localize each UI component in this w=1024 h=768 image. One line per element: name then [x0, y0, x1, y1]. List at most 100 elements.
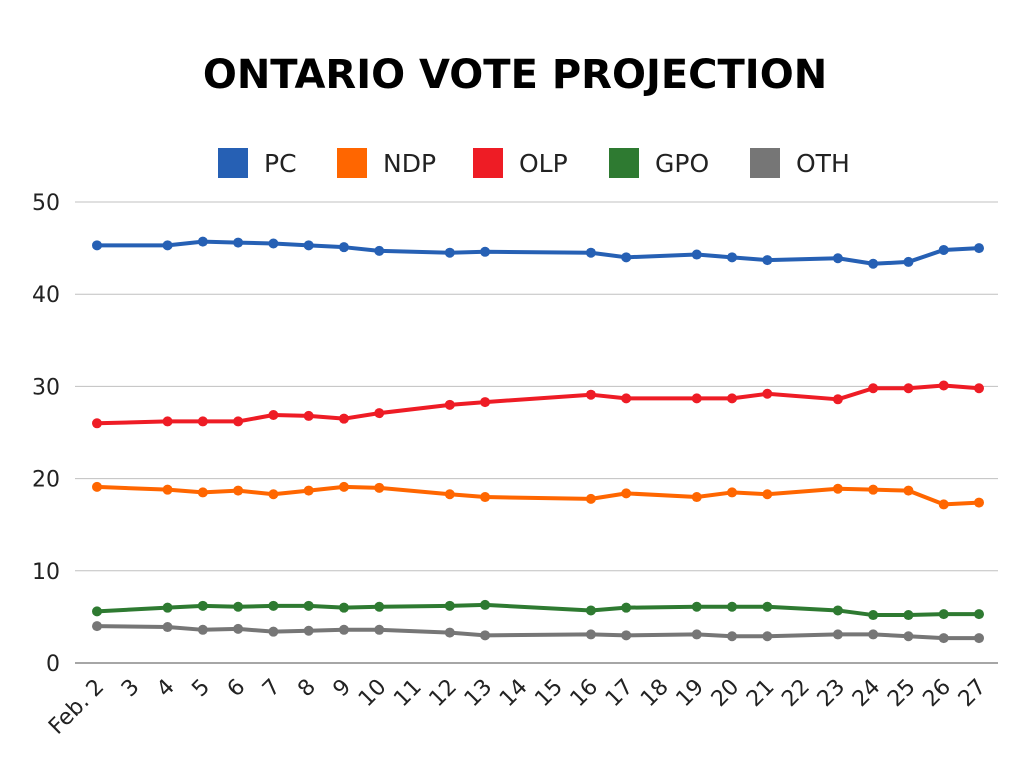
x-axis: Feb. 2 3 4 5 6 7 8 9101112131415161718192021222… [44, 675, 991, 740]
data-point [938, 609, 949, 620]
series-pc [92, 236, 984, 269]
data-point [374, 482, 385, 493]
data-point [762, 489, 773, 500]
x-tick-label: 12 [425, 675, 462, 712]
data-point [268, 409, 279, 420]
legend-label: OLP [519, 149, 568, 178]
x-tick-label: 16 [566, 675, 603, 712]
data-point [338, 413, 349, 424]
series-line [97, 239, 980, 266]
legend: PC NDP OLP GPO OTH [218, 148, 850, 178]
data-point [868, 383, 879, 394]
series-line [96, 383, 980, 426]
data-point [92, 418, 102, 429]
x-tick-label: 23 [813, 675, 850, 712]
data-point [762, 601, 773, 612]
data-point [480, 599, 491, 610]
data-point [585, 629, 596, 640]
data-point [727, 252, 738, 263]
x-tick-label: 25 [883, 675, 920, 712]
data-point [691, 601, 702, 612]
data-point [832, 253, 843, 264]
x-tick-label: 11 [389, 675, 426, 712]
data-point [832, 605, 843, 616]
data-point [197, 487, 208, 498]
series-line [96, 624, 979, 641]
x-tick-label: 13 [460, 675, 497, 712]
y-axis: 0 10 20 30 40 50 [32, 191, 60, 677]
series-line [96, 484, 980, 507]
y-tick-label: 0 [46, 652, 60, 677]
data-point [92, 240, 102, 251]
data-point [480, 397, 491, 408]
gridlines [75, 201, 998, 664]
data-point [868, 258, 879, 269]
series-oth [92, 621, 984, 644]
data-point [303, 600, 314, 611]
data-point [338, 624, 349, 635]
data-point [868, 610, 879, 621]
legend-swatch [609, 148, 639, 178]
x-tick-label: 10 [354, 675, 391, 712]
data-point [303, 485, 314, 496]
legend-swatch [218, 148, 248, 178]
legend-item-ndp: NDP [337, 148, 436, 178]
data-point [197, 600, 208, 611]
y-tick-label: 10 [32, 560, 60, 585]
y-tick-label: 30 [32, 375, 60, 400]
data-point [621, 602, 632, 613]
series-group [92, 236, 984, 644]
x-tick-label: Feb. 2 [44, 675, 109, 740]
x-tick-label: 6 [223, 675, 251, 703]
data-point [92, 621, 102, 632]
legend-label: GPO [655, 149, 709, 178]
data-point [621, 393, 632, 404]
data-point [585, 247, 596, 258]
data-point [691, 629, 702, 640]
data-point [691, 393, 702, 404]
data-point [338, 242, 349, 253]
data-point [585, 389, 596, 400]
x-tick-label: 14 [495, 675, 532, 712]
data-point [762, 388, 773, 399]
data-point [374, 624, 385, 635]
data-point [268, 489, 279, 500]
data-point [691, 492, 702, 503]
x-tick-label: 17 [601, 675, 638, 712]
data-point [585, 493, 596, 504]
data-point [303, 410, 314, 421]
chart-title: ONTARIO VOTE PROJECTION [203, 52, 827, 98]
x-tick-label: 24 [848, 675, 885, 712]
x-tick-label: 27 [954, 675, 991, 712]
data-point [621, 488, 632, 499]
data-point [444, 399, 455, 410]
data-point [832, 394, 843, 405]
data-point [162, 602, 173, 613]
data-point [727, 487, 738, 498]
data-point [974, 609, 984, 620]
data-point [762, 631, 773, 642]
data-point [268, 600, 279, 611]
data-point [727, 601, 738, 612]
data-point [727, 393, 738, 404]
x-tick-label: 4 [152, 675, 180, 703]
x-tick-label: 3 [117, 675, 145, 703]
data-point [480, 246, 491, 257]
data-point [268, 238, 279, 249]
data-point [444, 627, 455, 638]
data-point [444, 489, 455, 500]
data-point [233, 623, 244, 634]
data-point [938, 244, 949, 255]
data-point [621, 252, 632, 263]
x-tick-label: 26 [918, 675, 955, 712]
x-tick-label: 19 [672, 675, 709, 712]
x-tick-label: 20 [707, 675, 744, 712]
y-tick-label: 50 [32, 191, 60, 216]
data-point [338, 481, 349, 492]
legend-item-olp: OLP [473, 148, 568, 178]
data-point [162, 416, 173, 427]
series-gpo [92, 599, 984, 621]
data-point [903, 631, 914, 642]
legend-label: NDP [383, 149, 436, 178]
y-tick-label: 20 [32, 468, 60, 493]
